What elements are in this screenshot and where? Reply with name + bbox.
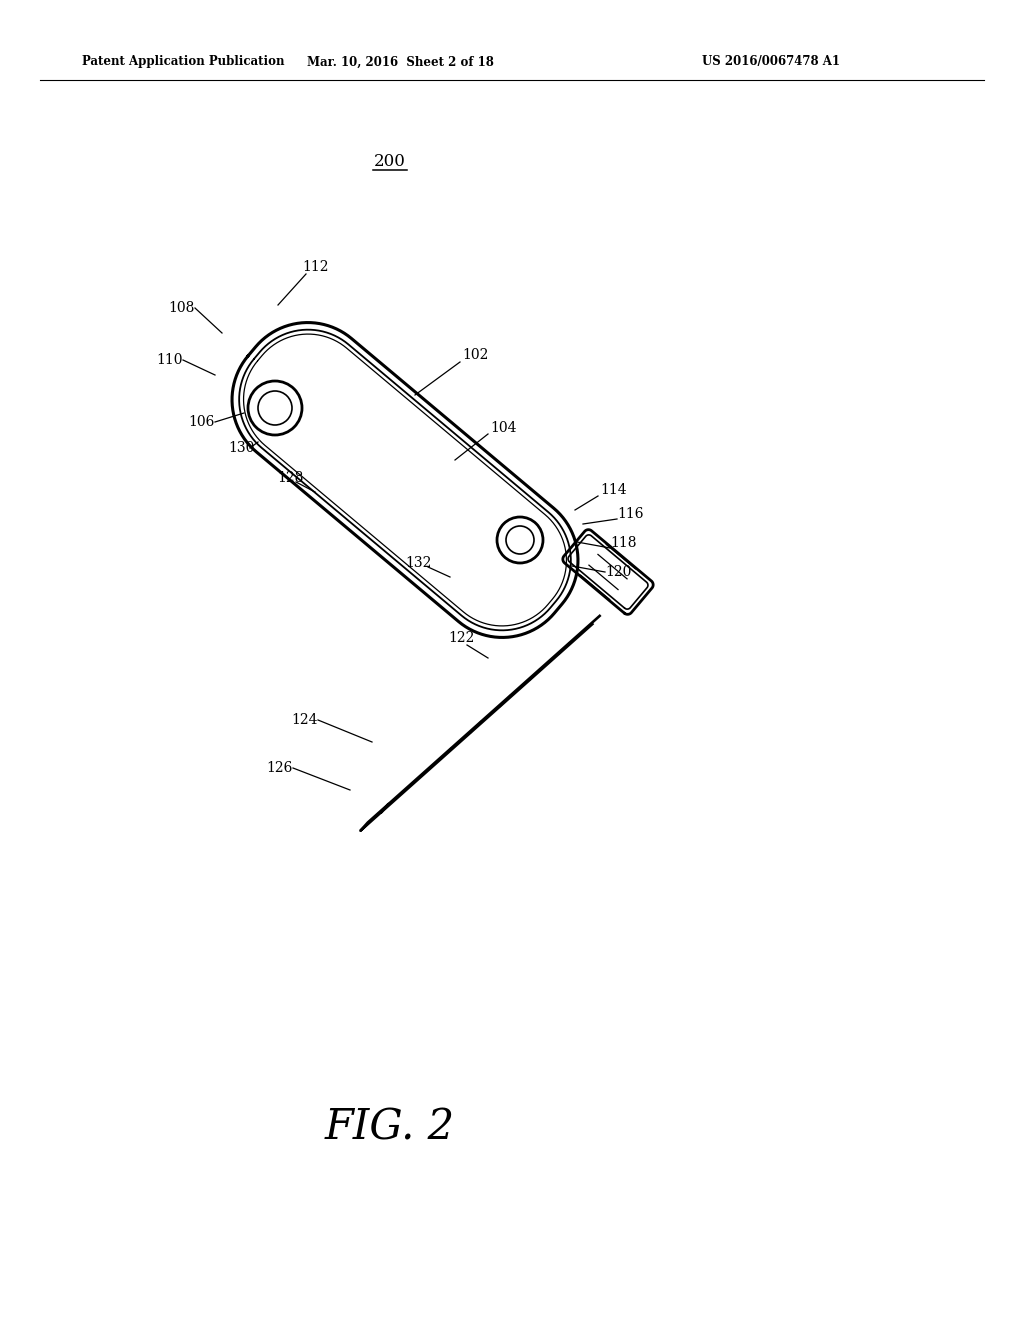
Text: FIG. 2: FIG. 2 xyxy=(325,1107,455,1148)
Text: 116: 116 xyxy=(617,507,643,521)
Text: 124: 124 xyxy=(292,713,318,727)
Text: 112: 112 xyxy=(302,260,329,275)
Text: 132: 132 xyxy=(406,556,431,570)
Text: 126: 126 xyxy=(266,762,293,775)
Text: 128: 128 xyxy=(278,471,303,484)
Text: 108: 108 xyxy=(169,301,195,315)
Text: 110: 110 xyxy=(157,352,183,367)
Text: 122: 122 xyxy=(449,631,474,645)
Text: 120: 120 xyxy=(605,565,632,579)
Text: Mar. 10, 2016  Sheet 2 of 18: Mar. 10, 2016 Sheet 2 of 18 xyxy=(306,55,494,69)
Text: US 2016/0067478 A1: US 2016/0067478 A1 xyxy=(702,55,840,69)
Text: 114: 114 xyxy=(600,483,627,498)
Text: 104: 104 xyxy=(490,421,516,436)
Text: 118: 118 xyxy=(610,536,637,550)
Text: 200: 200 xyxy=(374,153,406,170)
Text: 106: 106 xyxy=(188,414,215,429)
Text: 102: 102 xyxy=(462,348,488,362)
Text: Patent Application Publication: Patent Application Publication xyxy=(82,55,285,69)
Text: 130: 130 xyxy=(228,441,254,455)
